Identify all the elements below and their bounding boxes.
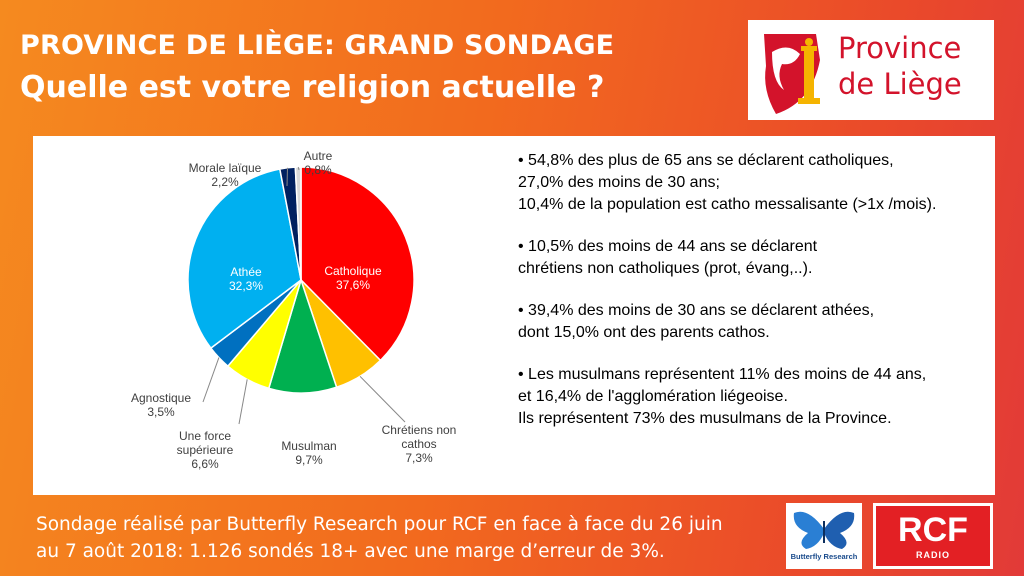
slice-value-label: 32,3% (229, 279, 263, 293)
finding-line: dont 15,0% ont des parents cathos. (518, 324, 770, 341)
finding-line: chrétiens non catholiques (prot, évang,.… (518, 260, 813, 277)
slice-value-label: 9,7% (295, 453, 323, 467)
province-logo-text: Province de Liège (838, 30, 962, 102)
logo-line-1: Province (838, 31, 962, 65)
slice-category-label: Une force (179, 429, 231, 443)
slice-value-label: 6,6% (191, 457, 219, 471)
slice-category-label: Catholique (324, 264, 382, 278)
finding-line: 27,0% des moins de 30 ans; (518, 174, 720, 191)
page-subtitle: Quelle est votre religion actuelle ? (20, 70, 605, 105)
footnote-line-1: Sondage réalisé par Butterfly Research p… (36, 514, 723, 535)
leader-line (238, 379, 248, 425)
butterfly-research-logo: Butterfly Research (786, 503, 862, 569)
logo-line-2: de Liège (838, 67, 962, 101)
leader-line (286, 167, 288, 187)
slice-category-label: Athée (230, 265, 262, 279)
finding-3: • 39,4% des moins de 30 ans se déclarent… (518, 300, 988, 344)
butterfly-logo-text: Butterfly Research (790, 552, 858, 561)
slice-category-label: Morale laïque (189, 161, 262, 175)
rcf-radio-logo: RCF RADIO (873, 503, 993, 569)
leader-line (359, 375, 406, 423)
pie-slice-ath-e (187, 168, 302, 350)
leader-line (297, 166, 300, 171)
slice-category-label: Autre (304, 149, 333, 163)
finding-line: • 39,4% des moins de 30 ans se déclarent… (518, 302, 875, 319)
finding-line: • Les musulmans représentent 11% des moi… (518, 366, 927, 383)
pie-slice-catholique (300, 166, 415, 362)
slice-value-label: 2,2% (211, 175, 239, 189)
finding-line: • 10,5% des moins de 44 ans se déclarent (518, 238, 818, 255)
finding-1: • 54,8% des plus de 65 ans se déclarent … (518, 150, 988, 216)
survey-footnote: Sondage réalisé par Butterfly Research p… (36, 511, 756, 565)
slice-category-label: cathos (401, 437, 436, 451)
slice-value-label: 0,8% (304, 163, 332, 177)
leader-line (202, 357, 220, 403)
finding-4: • Les musulmans représentent 11% des moi… (518, 364, 988, 430)
finding-line: • 54,8% des plus de 65 ans se déclarent … (518, 152, 894, 169)
finding-line: et 16,4% de l'agglomération liégeoise. (518, 388, 788, 405)
slice-category-label: Chrétiens non (382, 423, 457, 437)
slice-value-label: 7,3% (405, 451, 433, 465)
slice-category-label: Agnostique (131, 391, 191, 405)
province-logo: Province de Liège (748, 20, 994, 120)
key-findings: • 54,8% des plus de 65 ans se déclarent … (518, 150, 988, 450)
finding-line: Ils représentent 73% des musulmans de la… (518, 410, 892, 427)
slice-category-label: supérieure (177, 443, 234, 457)
butterfly-icon (793, 511, 855, 549)
slice-category-label: Musulman (281, 439, 336, 453)
slice-value-label: 3,5% (147, 405, 175, 419)
slice-value-label: 37,6% (336, 278, 370, 292)
page-title: PROVINCE DE LIÈGE: GRAND SONDAGE (20, 30, 615, 61)
rcf-logo-text: RCF (898, 511, 968, 549)
finding-line: 10,4% de la population est catho messali… (518, 196, 937, 213)
rcf-logo-subtext: RADIO (916, 550, 950, 560)
footnote-line-2: au 7 août 2018: 1.126 sondés 18+ avec un… (36, 541, 665, 562)
finding-2: • 10,5% des moins de 44 ans se déclarent… (518, 236, 988, 280)
lion-emblem-icon (764, 34, 820, 114)
